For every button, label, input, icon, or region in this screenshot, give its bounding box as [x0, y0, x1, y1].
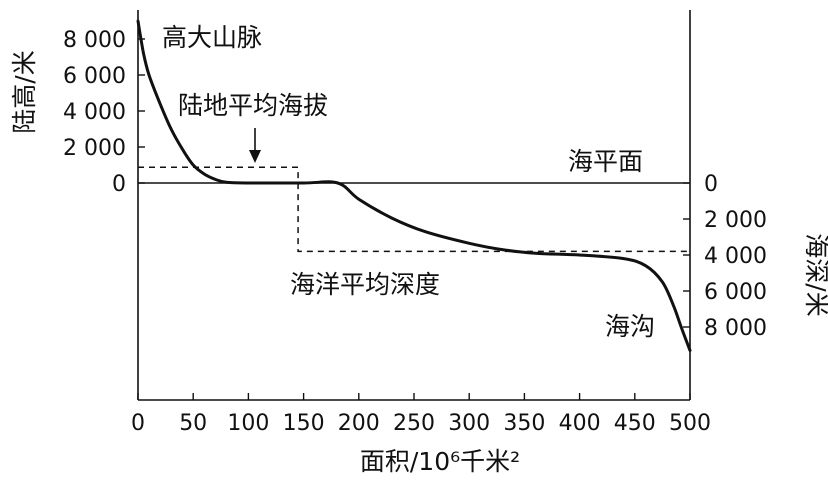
x-tick-label: 150: [283, 411, 325, 436]
x-tick-label: 300: [448, 411, 490, 436]
y-left-tick-label: 0: [112, 172, 126, 197]
x-tick-label: 400: [559, 411, 601, 436]
y-left-axis-title: 陆高/米: [10, 50, 39, 133]
x-tick-label: 100: [227, 411, 269, 436]
y-left-tick-label: 4 000: [63, 100, 126, 125]
y-left-tick-label: 6 000: [63, 64, 126, 89]
x-tick-label: 200: [338, 411, 380, 436]
x-tick-label: 50: [179, 411, 207, 436]
series-group: [136, 19, 692, 352]
annotation-sea-level: 海平面: [568, 147, 643, 176]
y-left-tick-label: 8 000: [63, 28, 126, 53]
x-tick-label: 0: [131, 411, 145, 436]
mean-level-dashed-line: [138, 166, 690, 253]
y-right-tick-label: 6 000: [704, 280, 767, 305]
y-right-tick-label: 4 000: [704, 244, 767, 269]
y-right-axis-title: 海深/米: [802, 233, 828, 316]
y-left-tick-group: 8 000 6 000 4 000 2 000 0: [63, 28, 145, 197]
x-tick-group: 0 50 100 150 200 250 300 350 400 450 500: [131, 393, 711, 436]
annotation-mountains: 高大山脉: [162, 23, 262, 52]
annotation-land-mean: 陆地平均海拔: [178, 91, 328, 120]
x-tick-label: 350: [503, 411, 545, 436]
x-axis-title: 面积/10⁶千米²: [360, 447, 520, 476]
y-right-tick-label: 0: [704, 172, 718, 197]
y-right-tick-group: 0 2 000 4 000 6 000 8 000: [683, 172, 767, 341]
hypsographic-curve: [136, 19, 692, 352]
arrow-head: [249, 150, 261, 163]
x-tick-label: 250: [393, 411, 435, 436]
x-tick-label: 500: [669, 411, 711, 436]
x-tick-label: 450: [614, 411, 656, 436]
y-right-tick-label: 8 000: [704, 316, 767, 341]
annotation-ocean-mean: 海洋平均深度: [290, 270, 440, 299]
y-left-tick-label: 2 000: [63, 136, 126, 161]
y-right-tick-label: 2 000: [704, 208, 767, 233]
annotation-trench: 海沟: [605, 312, 655, 341]
